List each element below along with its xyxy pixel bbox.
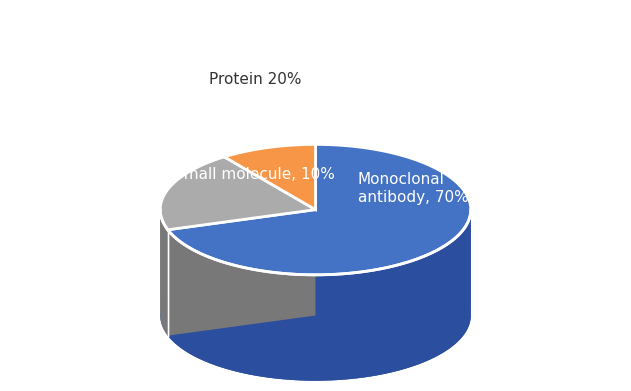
Polygon shape: [168, 144, 471, 275]
Polygon shape: [160, 250, 471, 381]
Text: Small molecule, 10%: Small molecule, 10%: [174, 167, 335, 182]
Polygon shape: [224, 144, 316, 263]
Polygon shape: [316, 144, 471, 315]
Polygon shape: [160, 157, 224, 316]
Polygon shape: [168, 210, 471, 381]
Text: Monoclonal
antibody, 70%: Monoclonal antibody, 70%: [358, 172, 469, 204]
Polygon shape: [160, 157, 316, 230]
Polygon shape: [168, 210, 316, 335]
Polygon shape: [168, 210, 316, 335]
Text: Protein 20%: Protein 20%: [209, 72, 302, 86]
Polygon shape: [160, 209, 168, 335]
Polygon shape: [224, 144, 316, 210]
